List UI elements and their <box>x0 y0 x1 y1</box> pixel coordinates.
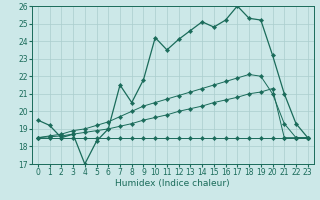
X-axis label: Humidex (Indice chaleur): Humidex (Indice chaleur) <box>116 179 230 188</box>
